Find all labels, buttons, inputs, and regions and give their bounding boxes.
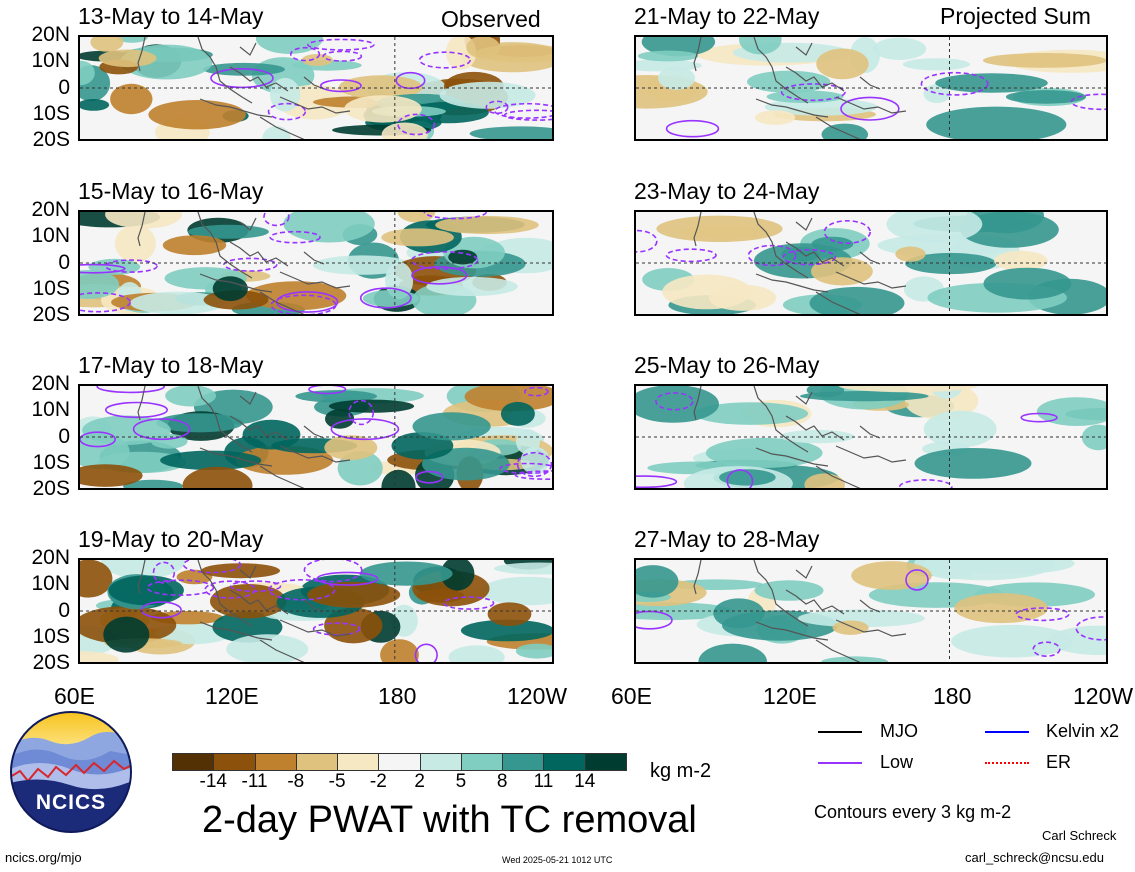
- colorbar-tick-label: 11: [533, 771, 554, 792]
- colorbar-tick-label: -2: [369, 771, 387, 792]
- lon-label: 120W: [507, 683, 568, 709]
- colorbar-tick-label: 2: [414, 771, 425, 792]
- colorbar-swatch: [460, 753, 504, 771]
- footer-email: carl_schreck@ncsu.edu: [965, 850, 1104, 865]
- legend-label-er: ER: [1046, 752, 1072, 772]
- pwat-field: [636, 37, 1106, 139]
- map-panel-7: [634, 384, 1108, 490]
- footer-author: Carl Schreck: [1042, 828, 1117, 843]
- panel-title-2: 15-May to 16-May: [78, 178, 264, 204]
- colorbar-units: kg m-2: [650, 760, 712, 782]
- lat-label: 20N: [31, 546, 70, 569]
- panel-title-1: 13-May to 14-May: [78, 3, 264, 29]
- map-panel-8: [634, 558, 1108, 664]
- legend-label-mjo: MJO: [880, 721, 918, 741]
- panel-title-6: 23-May to 24-May: [634, 178, 820, 204]
- map-panel-3: [78, 384, 554, 490]
- pwat-field: [636, 560, 1106, 662]
- contour-note: Contours every 3 kg m-2: [814, 802, 1012, 822]
- panel-title-4: 19-May to 20-May: [78, 526, 264, 552]
- panel-title-8: 27-May to 28-May: [634, 526, 820, 552]
- projected-sum-label: Projected Sum: [940, 3, 1091, 29]
- lon-label: 120E: [763, 683, 817, 709]
- panel-title-7: 25-May to 26-May: [634, 352, 820, 378]
- colorbar-swatch: [337, 753, 380, 771]
- colorbar-tick-label: 8: [496, 771, 508, 792]
- legend-line-er: [985, 762, 1029, 764]
- map-panel-4: [78, 558, 554, 664]
- pwat-field: [80, 212, 552, 314]
- lat-label: 10N: [31, 398, 70, 421]
- colorbar-swatch: [502, 753, 545, 771]
- map-panel-1: [78, 35, 554, 141]
- panel-title-3: 17-May to 18-May: [78, 352, 264, 378]
- lat-label: 10N: [31, 572, 70, 595]
- colorbar-swatch: [584, 753, 627, 771]
- map-panel-6: [634, 210, 1108, 316]
- lat-label: 0: [58, 425, 70, 448]
- pwat-field: [80, 560, 552, 662]
- main-title: 2-day PWAT with TC removal: [202, 799, 697, 841]
- pwat-field: [80, 37, 552, 139]
- colorbar-swatch: [543, 753, 586, 771]
- lat-label: 0: [58, 76, 70, 99]
- lat-label: 20N: [31, 198, 70, 221]
- colorbar-tick-label: 14: [574, 771, 596, 792]
- map-panel-5: [634, 35, 1108, 141]
- colorbar-labels: -14 -11 -8 -5 -2 2 5 8 11 14: [172, 772, 626, 796]
- lat-label: 10N: [31, 224, 70, 247]
- legend-line-mjo: [818, 731, 862, 733]
- lat-label: 0: [58, 599, 70, 622]
- lat-label: 10S: [32, 625, 70, 648]
- lat-label: 10S: [32, 451, 70, 474]
- lon-label: 120E: [205, 683, 259, 709]
- legend-line-kelvin: [985, 731, 1029, 733]
- panel-title-5: 21-May to 22-May: [634, 3, 820, 29]
- colorbar-swatch: [419, 753, 462, 771]
- footer-url: ncics.org/mjo: [5, 850, 82, 865]
- colorbar-swatch: [378, 753, 421, 771]
- colorbar-tick-label: -8: [287, 771, 305, 792]
- lat-label: 20S: [32, 477, 70, 500]
- lat-label: 10S: [32, 102, 70, 125]
- colorbar: [172, 753, 627, 771]
- ncics-logo: NCICS: [10, 711, 132, 833]
- colorbar-tick-label: 5: [455, 771, 467, 792]
- legend-label-kelvin: Kelvin x2: [1046, 721, 1120, 741]
- lon-label: 180: [933, 683, 972, 709]
- pwat-field: [80, 386, 552, 488]
- lat-label: 10N: [31, 49, 70, 72]
- lon-label: 60E: [54, 683, 95, 709]
- colorbar-swatch: [213, 753, 256, 771]
- lat-label: 20S: [32, 128, 70, 151]
- pwat-field: [636, 212, 1106, 314]
- colorbar-swatch: [172, 753, 215, 771]
- lat-label: 10S: [32, 277, 70, 300]
- colorbar-tick-label: -11: [241, 771, 268, 792]
- pwat-field: [636, 386, 1106, 488]
- lat-label: 20N: [31, 372, 70, 395]
- map-panel-2: [78, 210, 554, 316]
- colorbar-tick-label: -5: [328, 771, 346, 792]
- lat-label: 0: [58, 251, 70, 274]
- lat-label: 20N: [31, 23, 70, 46]
- lon-label: 180: [378, 683, 417, 709]
- colorbar-swatch: [295, 753, 339, 771]
- lon-label: 120W: [1073, 683, 1134, 709]
- logo-text: NCICS: [35, 791, 107, 814]
- lon-label: 60E: [611, 683, 652, 709]
- observed-label: Observed: [441, 6, 541, 32]
- lat-label: 20S: [32, 303, 70, 326]
- legend-line-low: [818, 762, 862, 764]
- legend-label-low: Low: [880, 752, 914, 772]
- lat-label: 20S: [32, 651, 70, 674]
- colorbar-tick-label: -14: [199, 771, 227, 792]
- footer-timestamp: Wed 2025-05-21 1012 UTC: [502, 855, 613, 865]
- colorbar-swatch: [254, 753, 297, 771]
